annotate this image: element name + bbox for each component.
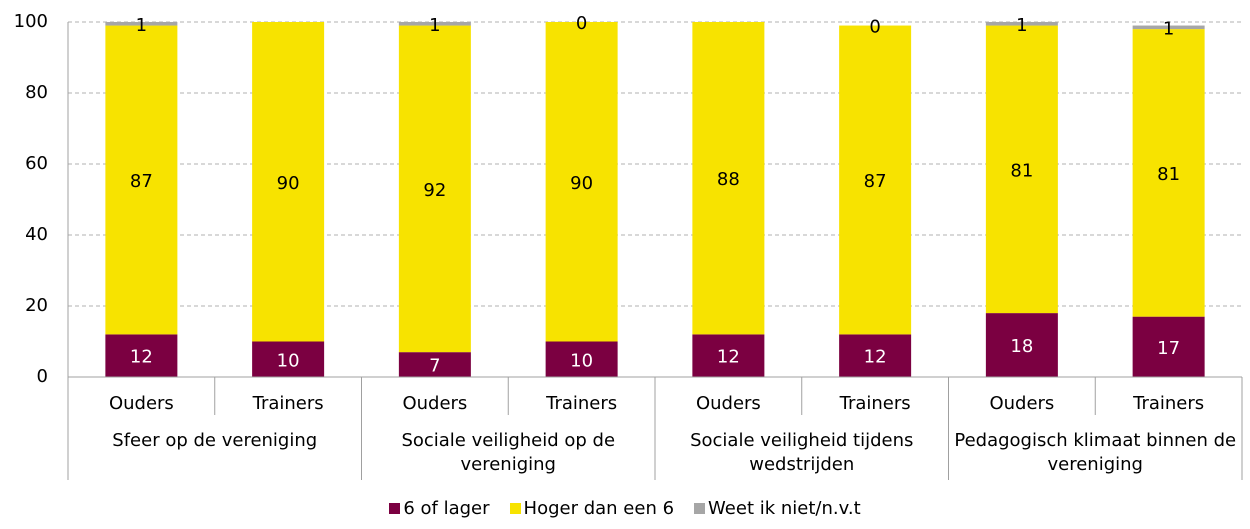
y-tick-label: 100 [14, 11, 48, 32]
data-label: 12 [864, 347, 887, 368]
y-tick-label: 20 [25, 295, 48, 316]
group-label: Sociale veiligheid tijdens wedstrijden [690, 430, 914, 475]
y-tick-label: 60 [25, 153, 48, 174]
legend-swatch [389, 503, 401, 514]
group-label: Sociale veiligheid op de vereniging [401, 430, 616, 475]
data-label: 7 [429, 356, 440, 377]
x-tick-label: Ouders [109, 393, 174, 414]
data-label: 90 [570, 173, 593, 194]
legend-item: 6 of lager [389, 498, 490, 519]
x-tick-label: Ouders [696, 393, 761, 414]
bar-segment [985, 25, 1058, 314]
legend-item: Hoger dan een 6 [509, 498, 675, 519]
data-label: 88 [717, 169, 740, 190]
bar-segment [105, 334, 178, 377]
data-label: 1 [1016, 15, 1027, 36]
y-tick-label: 80 [25, 82, 48, 103]
data-label: 18 [1010, 336, 1033, 357]
bar-segment [545, 22, 618, 342]
bar-segment [1132, 29, 1205, 317]
x-tick-label: Ouders [989, 393, 1054, 414]
x-tick-label: Ouders [402, 393, 467, 414]
data-label: 12 [717, 347, 740, 368]
legend-label: Hoger dan een 6 [523, 498, 675, 519]
bar-segment [985, 22, 1058, 26]
x-tick-label: Trainers [1132, 393, 1204, 414]
legend-swatch [509, 503, 521, 514]
bar-segment [398, 25, 471, 353]
group-label: Sfeer op de vereniging [112, 430, 318, 451]
data-label: 92 [423, 180, 446, 201]
legend-label: 6 of lager [403, 498, 490, 519]
data-label: 81 [1157, 164, 1180, 185]
data-label: 17 [1157, 338, 1180, 359]
legend-swatch [694, 503, 706, 514]
bar-segment [1132, 25, 1205, 30]
bar-segment [839, 334, 912, 377]
legend-item: Weet ik niet/n.v.t [694, 498, 861, 519]
bar-segment [105, 25, 178, 335]
data-label: 1 [429, 15, 440, 36]
bar-segment [398, 22, 471, 26]
group-label: Pedagogisch klimaat binnen de vereniging [954, 430, 1237, 475]
data-label: 81 [1010, 160, 1033, 181]
data-label: 87 [130, 171, 153, 192]
bar-segment [545, 341, 618, 377]
data-label: 0 [576, 13, 587, 34]
data-label: 12 [130, 347, 153, 368]
data-label: 1 [1163, 18, 1174, 39]
data-label: 1 [136, 15, 147, 36]
bar-segment [398, 352, 471, 377]
bar-segment [252, 341, 325, 377]
bar-segment [105, 22, 178, 26]
legend-label: Weet ik niet/n.v.t [708, 498, 861, 519]
data-label: 10 [277, 350, 300, 371]
legend: 6 of lager Hoger dan een 6 Weet ik niet/n.… [0, 498, 1250, 519]
x-tick-label: Trainers [545, 393, 617, 414]
bar-segment [1132, 316, 1205, 377]
data-label: 10 [570, 350, 593, 371]
bar-segment [839, 25, 912, 335]
bar-segment [692, 22, 765, 335]
bar-segment [985, 313, 1058, 377]
y-tick-label: 0 [37, 366, 48, 387]
y-tick-label: 40 [25, 224, 48, 245]
data-label: 87 [864, 171, 887, 192]
x-tick-label: Trainers [252, 393, 324, 414]
x-tick-label: Trainers [839, 393, 911, 414]
data-label: 0 [869, 17, 880, 38]
data-label: 90 [277, 173, 300, 194]
bar-segment [252, 22, 325, 342]
bar-segment [692, 334, 765, 377]
